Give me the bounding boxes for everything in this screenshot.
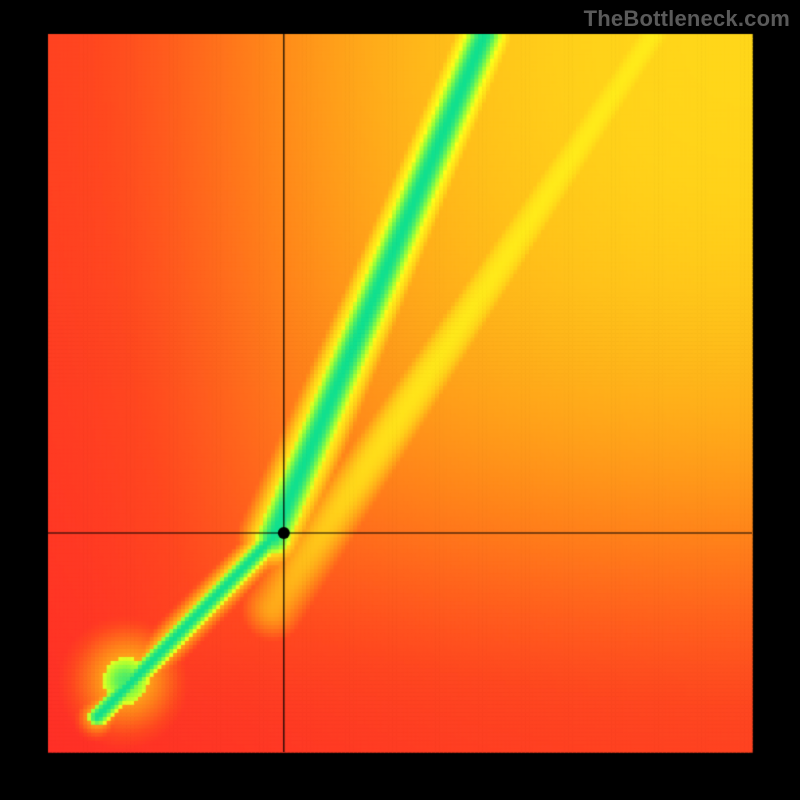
watermark-text: TheBottleneck.com [584,6,790,32]
chart-container: TheBottleneck.com [0,0,800,800]
heatmap-plot [0,0,800,800]
